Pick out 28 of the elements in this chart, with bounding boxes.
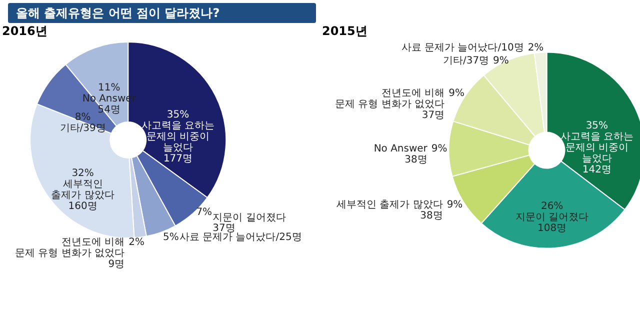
data-label: 35% [166,110,190,121]
data-label: 9% [493,56,510,66]
slice-label: 사고력을 요하는 문제의 비중이 늘었다 177명 [141,120,215,165]
data-label: 7% [196,206,212,218]
slice-label: 사료 문제가 늘어났다/10명 [402,42,524,54]
data-label: 32% [72,168,94,179]
data-label: 2% [128,237,144,248]
data-label: 5% [162,232,179,243]
chart-subtitle: 2016년 [2,24,48,38]
slice-label: 기타/39명 [60,122,106,134]
slice-label: No Answer 38명 [374,144,429,166]
slice-label: 세부적인 출제가 많았다 38명 [336,200,444,222]
data-label: 35% [586,120,608,132]
data-label: 9% [447,200,464,211]
data-label: 9% [448,88,465,100]
slice-label: 사료 문제가 늘어났다/25명 [179,232,302,243]
slice-label: 기타/37명 [443,56,490,66]
data-label: 26% [541,201,564,212]
data-label: 2% [528,42,544,54]
data-label: 11% [98,82,120,94]
slice-label: 사고력을 요하는 문제의 비중이 늘었다 142명 [560,131,634,176]
slice-label: 전년도에 비해 문제 유형 변화가 없었다 37명 [335,88,445,122]
data-label: 9% [432,144,448,155]
slice-label: 지문이 길어졌다 108명 [516,212,590,234]
chart-title: 올해 출제유형은 어떤 점이 달라졌나? [8,3,316,23]
chart-title: 2015년 [322,24,368,38]
slice-label: 세부적인 출제가 많았다 160명 [51,178,114,212]
slice-label: 전년도에 비해 문제 유형 변화가 없었다 9명 [15,237,125,270]
